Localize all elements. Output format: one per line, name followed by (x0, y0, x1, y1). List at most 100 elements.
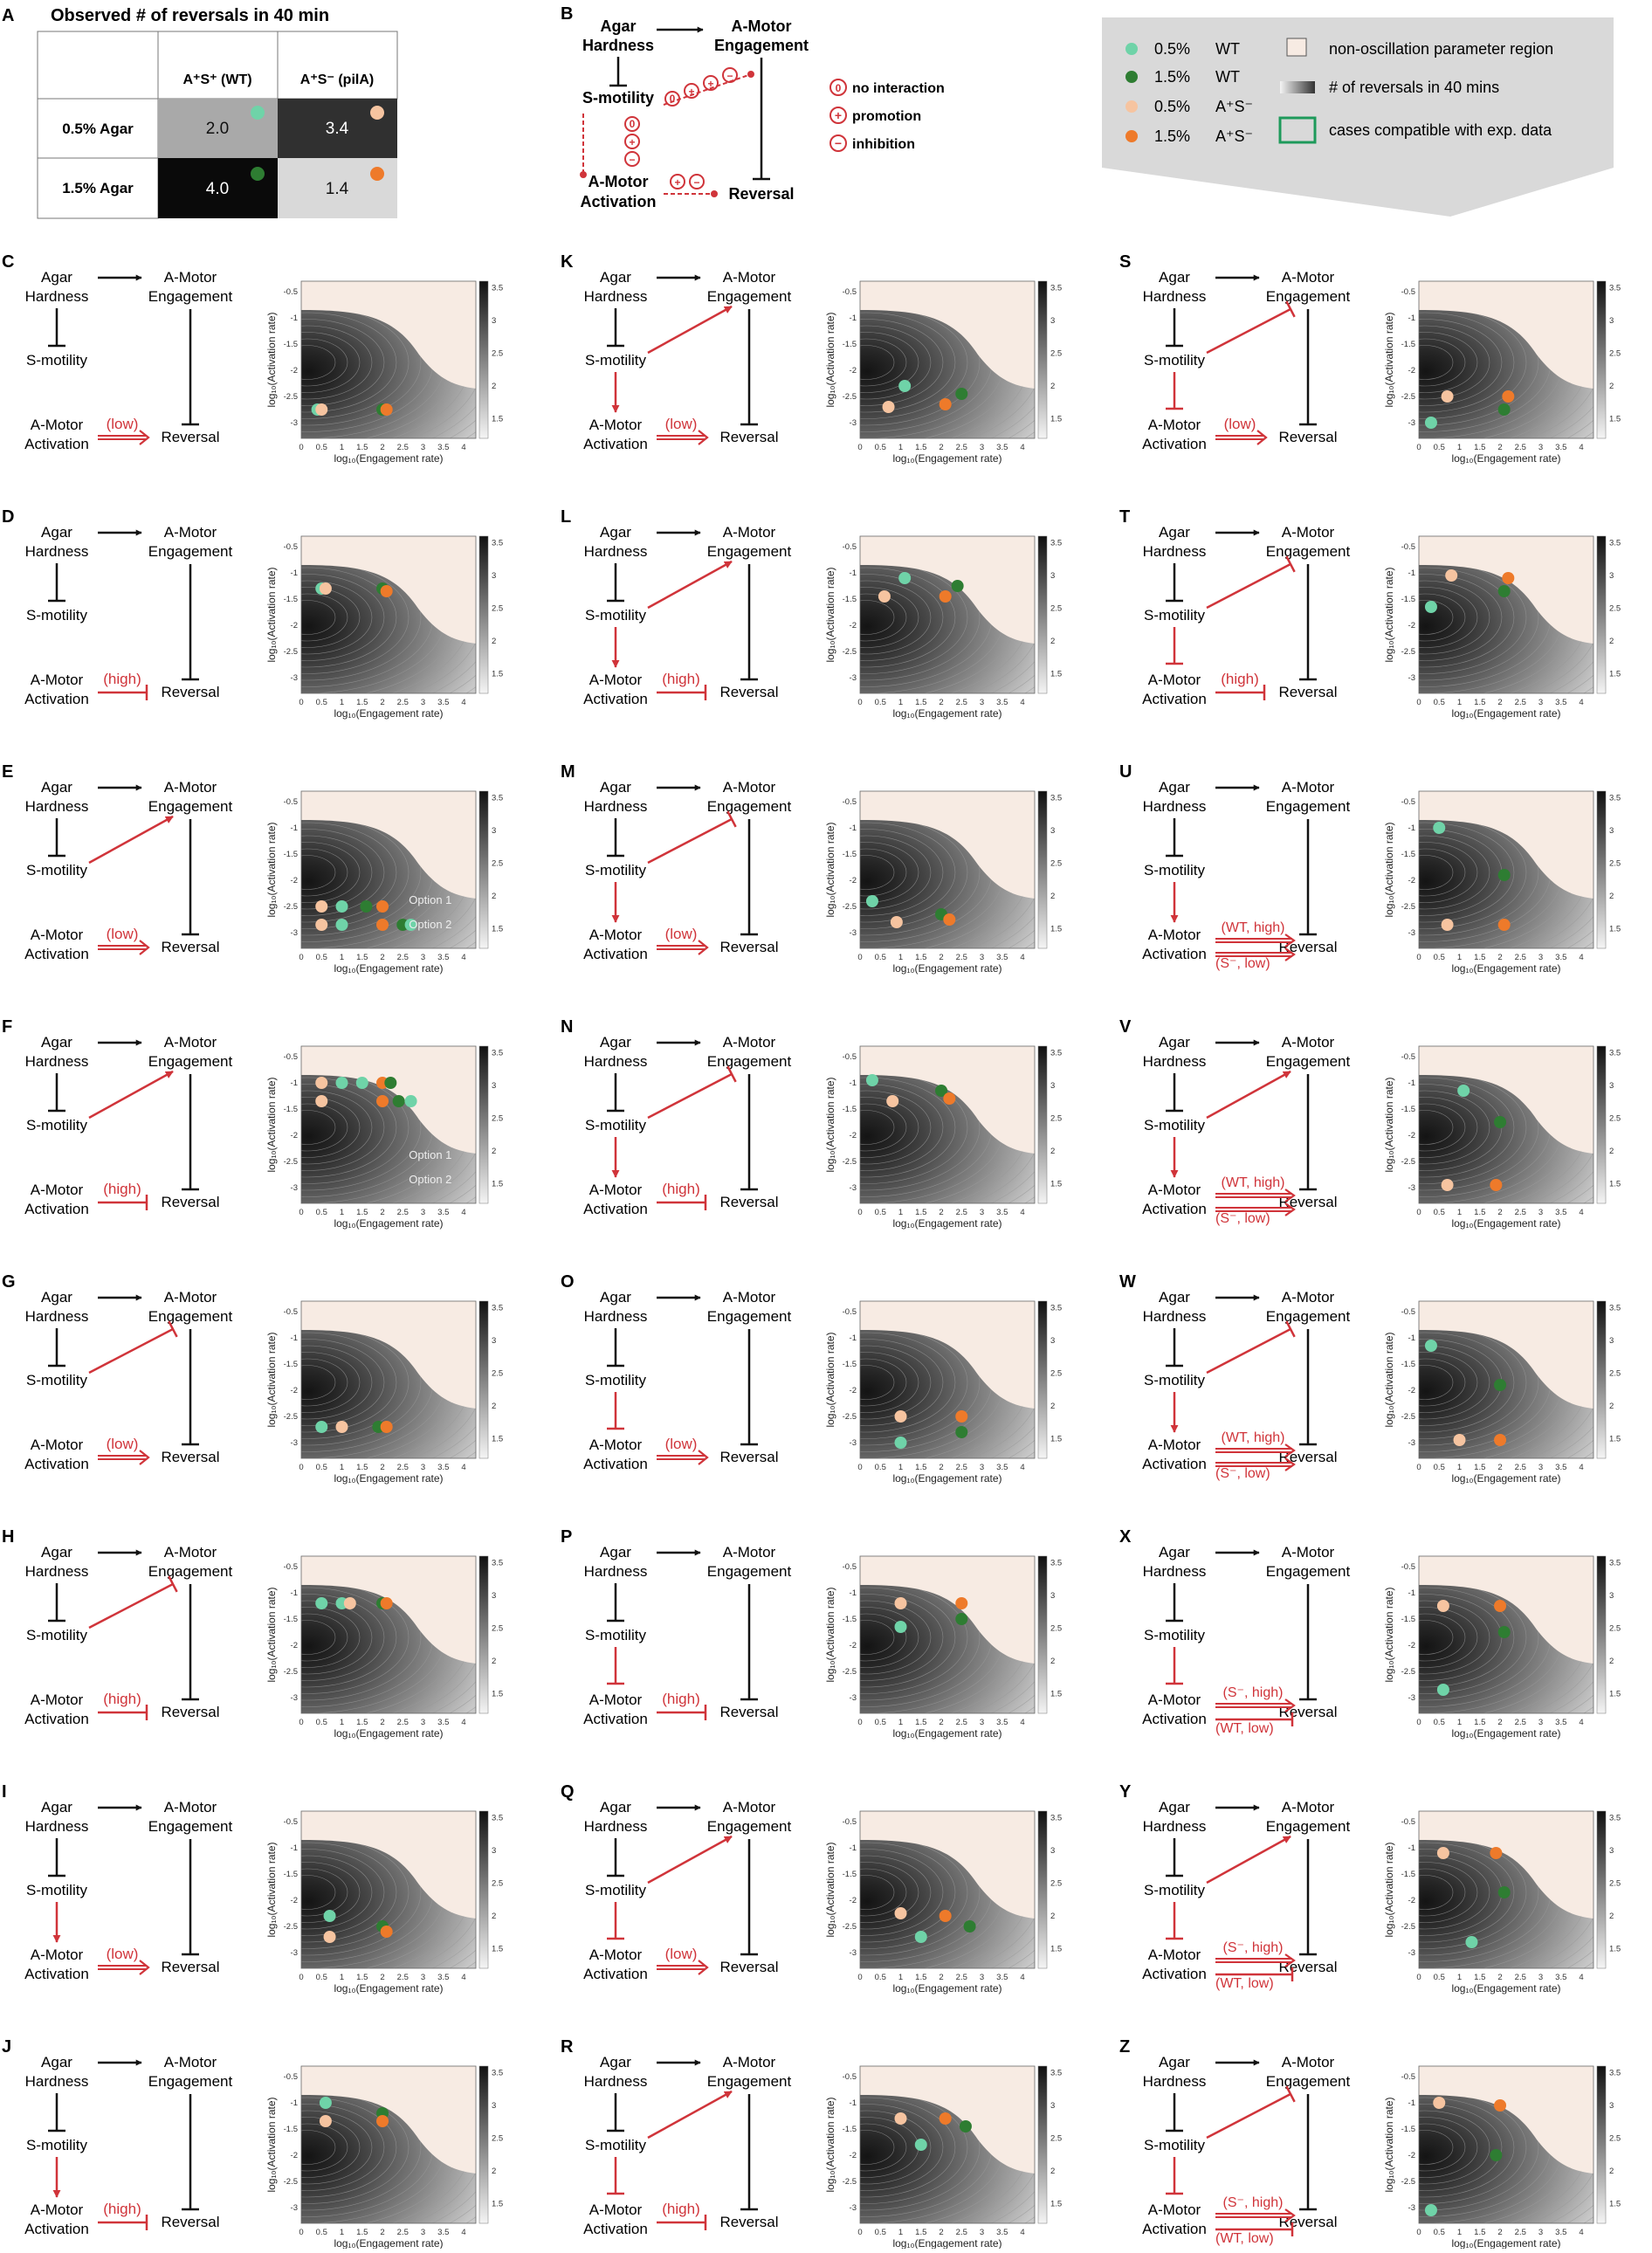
oscillation-region (1419, 1840, 1593, 1968)
data-point-wt15 (955, 1426, 968, 1438)
y-tick-label: -0.5 (284, 2072, 298, 2082)
node-activation: A-Motor (589, 417, 643, 433)
panel-j: J Agar Hardness A-Motor Engagement S-motility… (2, 2037, 503, 2250)
y-tick-label: -2 (1408, 876, 1415, 885)
y-tick-label: -2.5 (843, 1157, 857, 1167)
heatmap (300, 1555, 477, 1714)
node-agar: Agar (600, 17, 636, 35)
y-tick-label: -2 (1408, 1131, 1415, 1140)
y-axis-label: log₁₀(Activation rate) (265, 567, 278, 662)
x-tick-label: 1.5 (1474, 2228, 1485, 2237)
node-activation: A-Motor (1148, 1182, 1201, 1198)
col-header-pila: A⁺S⁻ (pilA) (300, 72, 374, 87)
y-tick-label: -3 (291, 673, 298, 683)
x-axis-label: log₁₀(Engagement rate) (892, 1217, 1002, 1230)
colorbar-tick: 1.5 (1609, 415, 1621, 424)
colorbar-tick: 1.5 (1050, 415, 1062, 424)
regulation-label: (low) (1224, 416, 1256, 432)
x-tick-label: 3 (980, 953, 984, 962)
y-tick-label: -3 (850, 673, 857, 683)
colorbar-tick: 2.5 (492, 1624, 503, 1634)
node-engagement: A-Motor (1282, 779, 1335, 796)
x-tick-label: 2 (1497, 2228, 1502, 2237)
oscillation-region (1419, 565, 1593, 693)
heatmap (859, 1555, 1036, 1714)
colorbar-tick: 2.5 (1050, 604, 1062, 614)
node-engagement: A-Motor (732, 17, 792, 35)
x-tick-label: 0.5 (316, 953, 327, 962)
y-tick-label: -0.5 (843, 287, 857, 297)
x-axis-label: log₁₀(Engagement rate) (334, 452, 443, 465)
x-tick-label: 0 (299, 1973, 303, 1982)
y-axis-label: log₁₀(Activation rate) (824, 1332, 836, 1427)
oscillation-region (860, 310, 1035, 438)
y-tick-label: -3 (850, 1438, 857, 1448)
colorbar (1596, 1555, 1607, 1714)
node-activation: Activation (583, 1711, 648, 1727)
data-point-s15 (939, 1910, 952, 1922)
colorbar-tick: 2 (492, 1402, 496, 1411)
y-tick-label: -2.5 (1401, 1667, 1415, 1677)
y-tick-label: -2.5 (843, 1922, 857, 1932)
colorbar-tick: 2.5 (1050, 349, 1062, 359)
x-tick-label: 2.5 (956, 1718, 967, 1727)
x-tick-label: 2.5 (1515, 1718, 1526, 1727)
colorbar-tick: 2.5 (1050, 1624, 1062, 1634)
x-tick-label: 1 (1457, 1208, 1462, 1217)
data-point-s15 (939, 2112, 952, 2125)
x-tick-label: 2.5 (956, 953, 967, 962)
data-point-wt05 (355, 1077, 368, 1089)
y-tick-label: -2.5 (843, 902, 857, 912)
x-tick-label: 1 (1457, 1973, 1462, 1982)
x-tick-label: 4 (461, 2228, 465, 2237)
data-point-wt05 (404, 1095, 417, 1107)
x-tick-label: 3.5 (1555, 2228, 1566, 2237)
x-tick-label: 2 (1497, 443, 1502, 452)
y-axis-label: log₁₀(Activation rate) (1383, 1077, 1395, 1172)
y-tick-label: -2.5 (1401, 1157, 1415, 1167)
x-axis-label: log₁₀(Engagement rate) (334, 1982, 443, 1995)
x-tick-label: 2 (380, 1208, 384, 1217)
panel-c: C Agar Hardness A-Motor Engagement S-motility… (2, 252, 503, 465)
heatmap (1418, 1300, 1594, 1459)
node-reversal: Reversal (719, 1704, 778, 1720)
data-point-s15 (943, 1092, 956, 1105)
y-tick-label: -2.5 (843, 392, 857, 402)
colorbar-tick: 3 (492, 2101, 496, 2111)
x-tick-label: 3.5 (437, 1208, 449, 1217)
regulation-label: (S⁻, low) (1215, 1211, 1270, 1226)
y-tick-label: -2.5 (843, 2177, 857, 2187)
regulation-label: (S⁻, high) (1223, 1940, 1284, 1955)
data-point-wt05 (1424, 1340, 1437, 1352)
node-engagement: A-Motor (723, 1799, 776, 1815)
colorbar (1596, 1300, 1607, 1459)
data-point-wt05 (1433, 822, 1446, 834)
colorbar-tick: 2.5 (1050, 2134, 1062, 2144)
y-tick-label: -3 (850, 1183, 857, 1193)
y-tick-label: -0.5 (843, 1562, 857, 1572)
x-tick-label: 2.5 (956, 2228, 967, 2237)
node-agar: Hardness (1143, 1563, 1207, 1580)
x-tick-label: 2 (1497, 698, 1502, 707)
data-point-wt15 (1497, 1886, 1511, 1898)
colorbar-tick: 3.5 (1609, 794, 1621, 803)
x-tick-label: 2 (1497, 1718, 1502, 1727)
node-reversal: Reversal (161, 1704, 219, 1720)
axis-ticks: 0 0.5 1 1.5 2 2.5 3 3.5 4 -0.5 -1 -1.5 -2 -2.5 -3 (1401, 1052, 1584, 1217)
panel-letter: P (561, 1527, 572, 1547)
axis-ticks: 0 0.5 1 1.5 2 2.5 3 3.5 4 -0.5 -1 -1.5 -2 -2.5 -3 (843, 1052, 1025, 1217)
x-tick-label: 3.5 (996, 1718, 1008, 1727)
heatmap (1418, 535, 1594, 694)
x-tick-label: 2.5 (1515, 443, 1526, 452)
x-tick-label: 2 (380, 2228, 384, 2237)
node-agar: Agar (1159, 1289, 1190, 1306)
colorbar-tick: 3 (492, 1336, 496, 1346)
regulation-label: (high) (662, 2201, 699, 2217)
x-tick-label: 2 (380, 1973, 384, 1982)
x-tick-label: 2.5 (1515, 698, 1526, 707)
y-axis-label: log₁₀(Activation rate) (824, 822, 836, 917)
col-header-wt: A⁺S⁺ (WT) (182, 72, 251, 87)
regulation-label: (WT, low) (1215, 1721, 1274, 1736)
axis-ticks: 0 0.5 1 1.5 2 2.5 3 3.5 4 -0.5 -1 -1.5 -2 -2.5 -3 (843, 542, 1025, 707)
node-agar: Agar (600, 1544, 631, 1561)
